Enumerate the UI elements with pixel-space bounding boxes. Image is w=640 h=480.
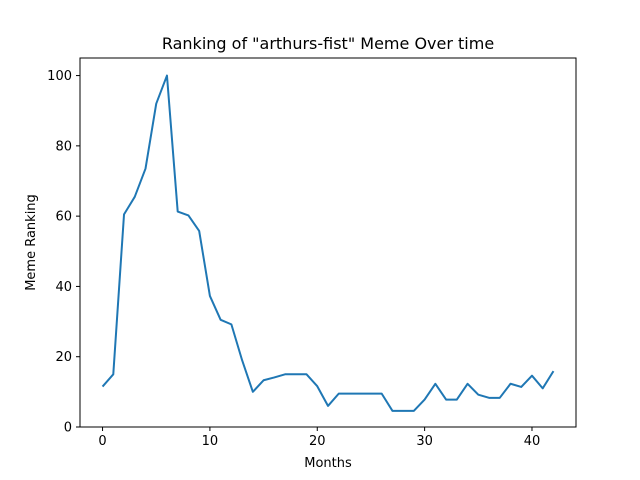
y-tick-label: 0: [64, 421, 72, 436]
series-line-0: [101, 74, 555, 412]
y-axis-label: Meme Ranking: [24, 194, 39, 291]
x-tick-label: 0: [98, 434, 106, 449]
chart-title: Ranking of "arthurs-fist" Meme Over time: [162, 34, 494, 53]
y-tick-label: 40: [55, 280, 72, 295]
y-tick-label: 80: [55, 139, 72, 154]
y-tick-label: 20: [55, 350, 72, 365]
x-axis-label: Months: [304, 456, 352, 471]
x-tick-label: 20: [309, 434, 326, 449]
x-tick-label: 30: [416, 434, 433, 449]
x-tick-label: 40: [524, 434, 541, 449]
y-tick-label: 60: [55, 210, 72, 225]
y-axis: 0 20 40 60 80 100: [47, 69, 80, 436]
plot-frame: [79, 57, 577, 428]
plot-area: [101, 74, 555, 412]
x-axis: 0 10 20 30 40: [98, 427, 540, 449]
x-tick-label: 10: [202, 434, 219, 449]
y-tick-label: 100: [47, 69, 72, 84]
